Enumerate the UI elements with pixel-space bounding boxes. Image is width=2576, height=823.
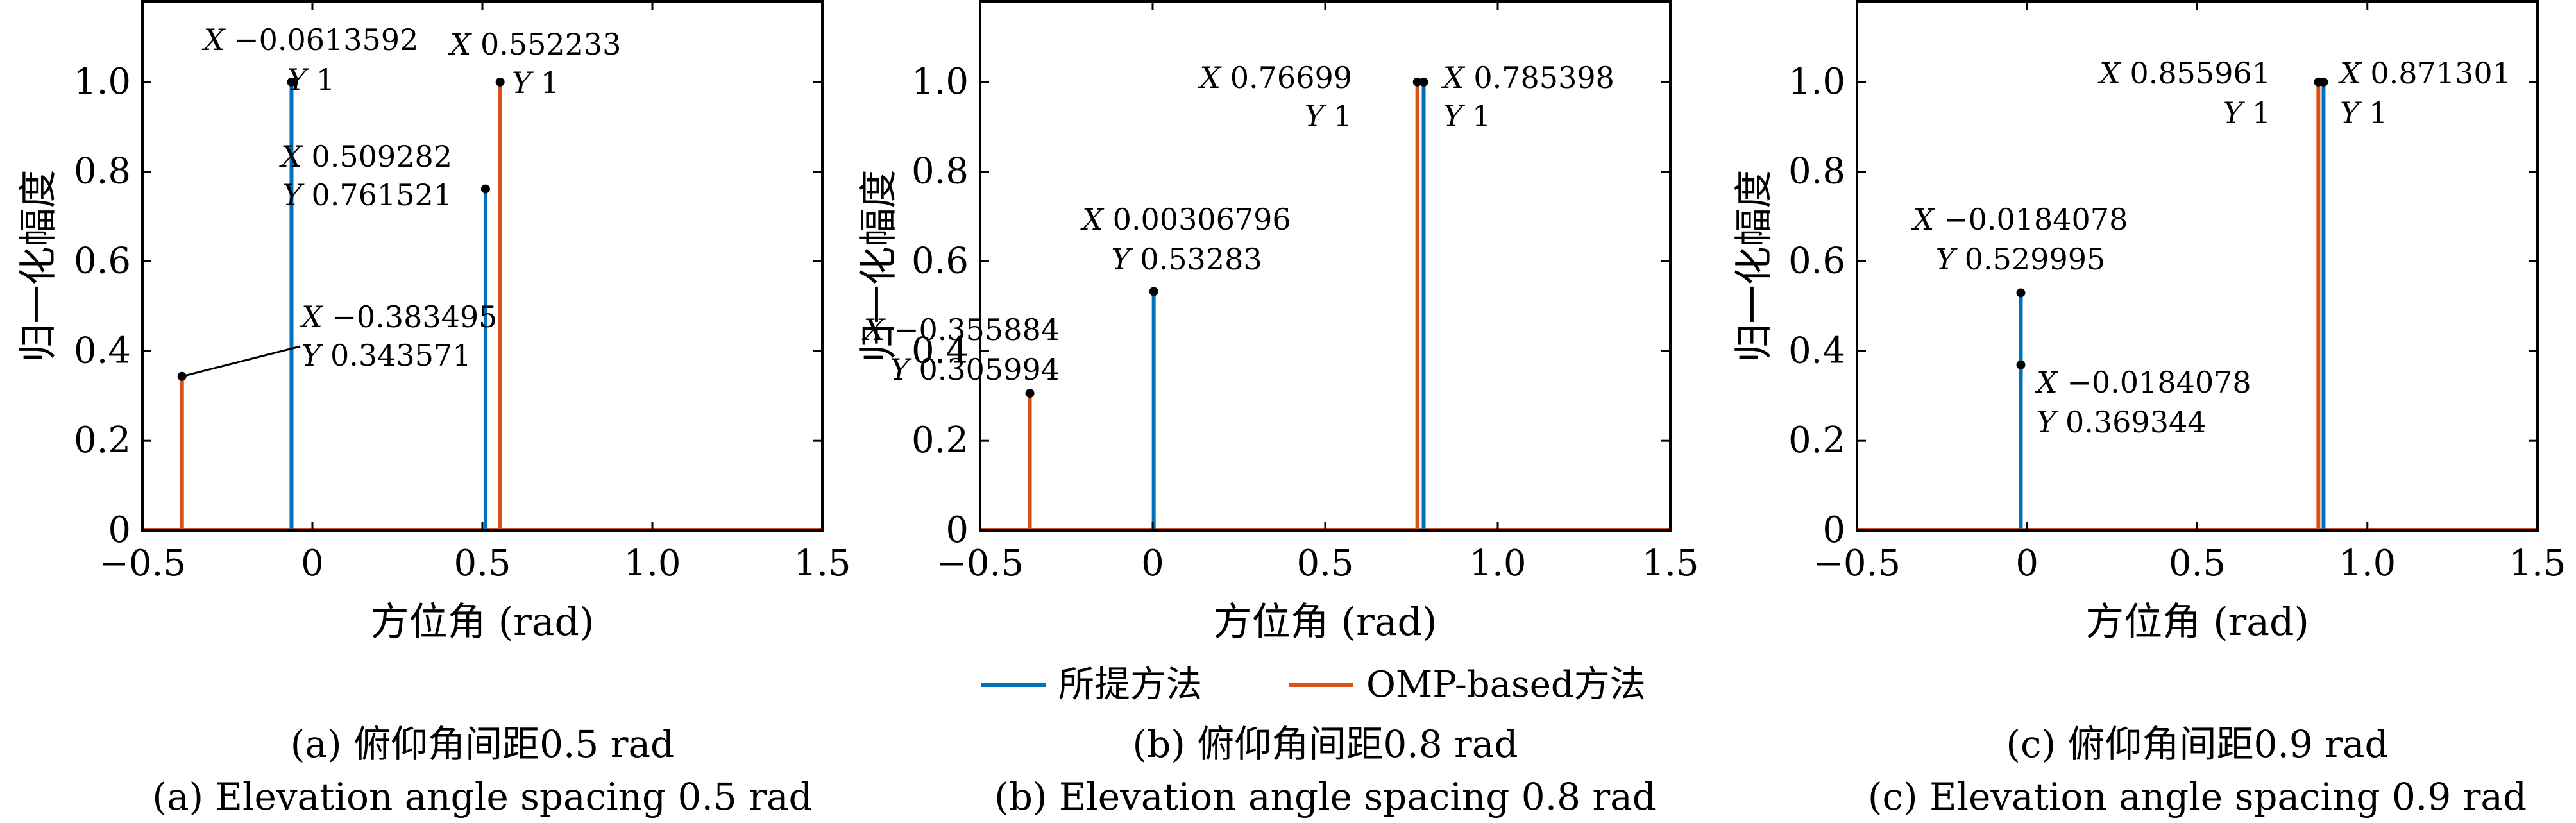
- x-tick-label: 0: [2015, 543, 2038, 584]
- datatip-marker: [1412, 77, 1422, 87]
- y-tick-label: 0.4: [1788, 330, 1845, 371]
- datatip-marker: [287, 77, 296, 87]
- datatip-marker: [480, 184, 490, 194]
- datatip-y-text: Y 0.369344: [2037, 405, 2207, 439]
- x-axis-label: 方位角 (rad): [1214, 600, 1437, 645]
- axes-frame: [141, 0, 824, 532]
- x-tick-label: 1.5: [793, 543, 851, 584]
- datatip-marker: [2319, 77, 2328, 87]
- legend-label: 所提方法: [1058, 664, 1202, 706]
- x-tick-label: 0: [301, 543, 324, 584]
- datatip-x-text: X −0.0184078: [2035, 365, 2251, 400]
- x-tick-label: 0.5: [1296, 543, 1353, 584]
- y-tick-label: 0.4: [74, 330, 131, 371]
- y-tick-label: 0: [108, 509, 131, 551]
- caption-cn: (b) 俯仰角间距0.8 rad: [1133, 722, 1518, 766]
- datatip-x-text: X 0.871301: [2338, 56, 2511, 90]
- datatip-y-text: Y 1: [2223, 96, 2271, 130]
- x-tick-label: 1.0: [623, 543, 681, 584]
- y-axis-label: 归一化幅度: [16, 170, 61, 362]
- datatip-marker: [2016, 288, 2026, 298]
- datatip-y-text: Y 1: [1305, 99, 1352, 133]
- y-tick-label: 1.0: [1788, 61, 1845, 103]
- y-tick-label: 0.2: [1788, 420, 1845, 461]
- y-tick-label: 0.6: [1788, 241, 1845, 282]
- datatip-marker: [1419, 77, 1428, 87]
- y-axis-label: 归一化幅度: [1732, 170, 1777, 362]
- y-axis-label: 归一化幅度: [856, 170, 901, 362]
- caption-en: (a) Elevation angle spacing 0.5 rad: [152, 775, 812, 819]
- datatip-y-text: Y 0.761521: [283, 178, 453, 212]
- datatip-marker: [1025, 389, 1035, 398]
- y-tick-label: 0.6: [911, 241, 969, 282]
- x-tick-label: −0.5: [936, 543, 1024, 584]
- datatip-x-text: X 0.00306796: [1080, 202, 1291, 237]
- datatip-x-text: X 0.552233: [448, 27, 622, 62]
- x-tick-label: −0.5: [1813, 543, 1901, 584]
- y-tick-label: 0.4: [911, 330, 969, 371]
- caption-cn: (a) 俯仰角间距0.5 rad: [291, 722, 674, 766]
- y-tick-label: 0.8: [74, 151, 131, 192]
- y-tick-label: 0: [945, 509, 969, 551]
- y-tick-label: 1.0: [911, 61, 969, 103]
- x-tick-label: −0.5: [99, 543, 186, 584]
- datatip-x-text: X 0.855961: [2097, 56, 2271, 90]
- annotation-leader: [182, 345, 301, 378]
- legend: 所提方法 OMP-based方法: [981, 664, 1646, 706]
- y-tick-label: 0.2: [911, 420, 969, 461]
- datatip-y-text: Y 1: [512, 65, 559, 100]
- datatip-marker: [495, 77, 505, 87]
- datatip-marker: [1149, 287, 1158, 296]
- x-axis-label: 方位角 (rad): [371, 600, 595, 645]
- datatip-x-text: X 0.785398: [1441, 60, 1614, 95]
- x-tick-label: 0.5: [2169, 543, 2226, 584]
- caption-en: (b) Elevation angle spacing 0.8 rad: [994, 775, 1656, 819]
- y-tick-label: 1.0: [74, 61, 131, 103]
- legend-label: OMP-based方法: [1366, 664, 1646, 706]
- datatip-x-text: X 0.509282: [279, 139, 452, 174]
- x-axis-label: 方位角 (rad): [2085, 600, 2309, 645]
- y-tick-label: 0.2: [74, 420, 131, 461]
- datatip-y-text: Y 1: [1443, 99, 1491, 133]
- x-tick-label: 1.5: [1641, 543, 1699, 584]
- y-tick-label: 0.8: [1788, 151, 1845, 192]
- y-tick-label: 0.8: [911, 151, 969, 192]
- datatip-marker: [177, 371, 187, 381]
- datatip-y-text: Y 1: [287, 62, 335, 97]
- datatip-x-text: X 0.76699: [1198, 60, 1352, 95]
- datatip-y-text: Y 0.343571: [301, 338, 471, 373]
- x-tick-label: 1.0: [1469, 543, 1526, 584]
- y-tick-label: 0: [1822, 509, 1845, 551]
- datatip-x-text: X −0.383495: [300, 300, 497, 334]
- caption-en: (c) Elevation angle spacing 0.9 rad: [1868, 775, 2527, 819]
- datatip-x-text: X −0.0613592: [202, 22, 419, 57]
- y-tick-label: 0.6: [74, 241, 131, 282]
- x-tick-label: 1.5: [2509, 543, 2566, 584]
- x-tick-label: 1.0: [2339, 543, 2396, 584]
- datatip-marker: [2016, 360, 2026, 369]
- x-tick-label: 0.5: [453, 543, 511, 584]
- datatip-x-text: X −0.0184078: [1911, 202, 2128, 237]
- datatip-y-text: Y 0.529995: [1936, 242, 2106, 276]
- datatip-y-text: Y 0.53283: [1111, 242, 1262, 276]
- datatip-x-text: X −0.355884: [862, 312, 1060, 347]
- x-tick-label: 0: [1141, 543, 1164, 584]
- caption-cn: (c) 俯仰角间距0.9 rad: [2006, 722, 2388, 766]
- datatip-y-text: Y 0.305994: [890, 352, 1060, 387]
- datatip-y-text: Y 1: [2340, 96, 2387, 130]
